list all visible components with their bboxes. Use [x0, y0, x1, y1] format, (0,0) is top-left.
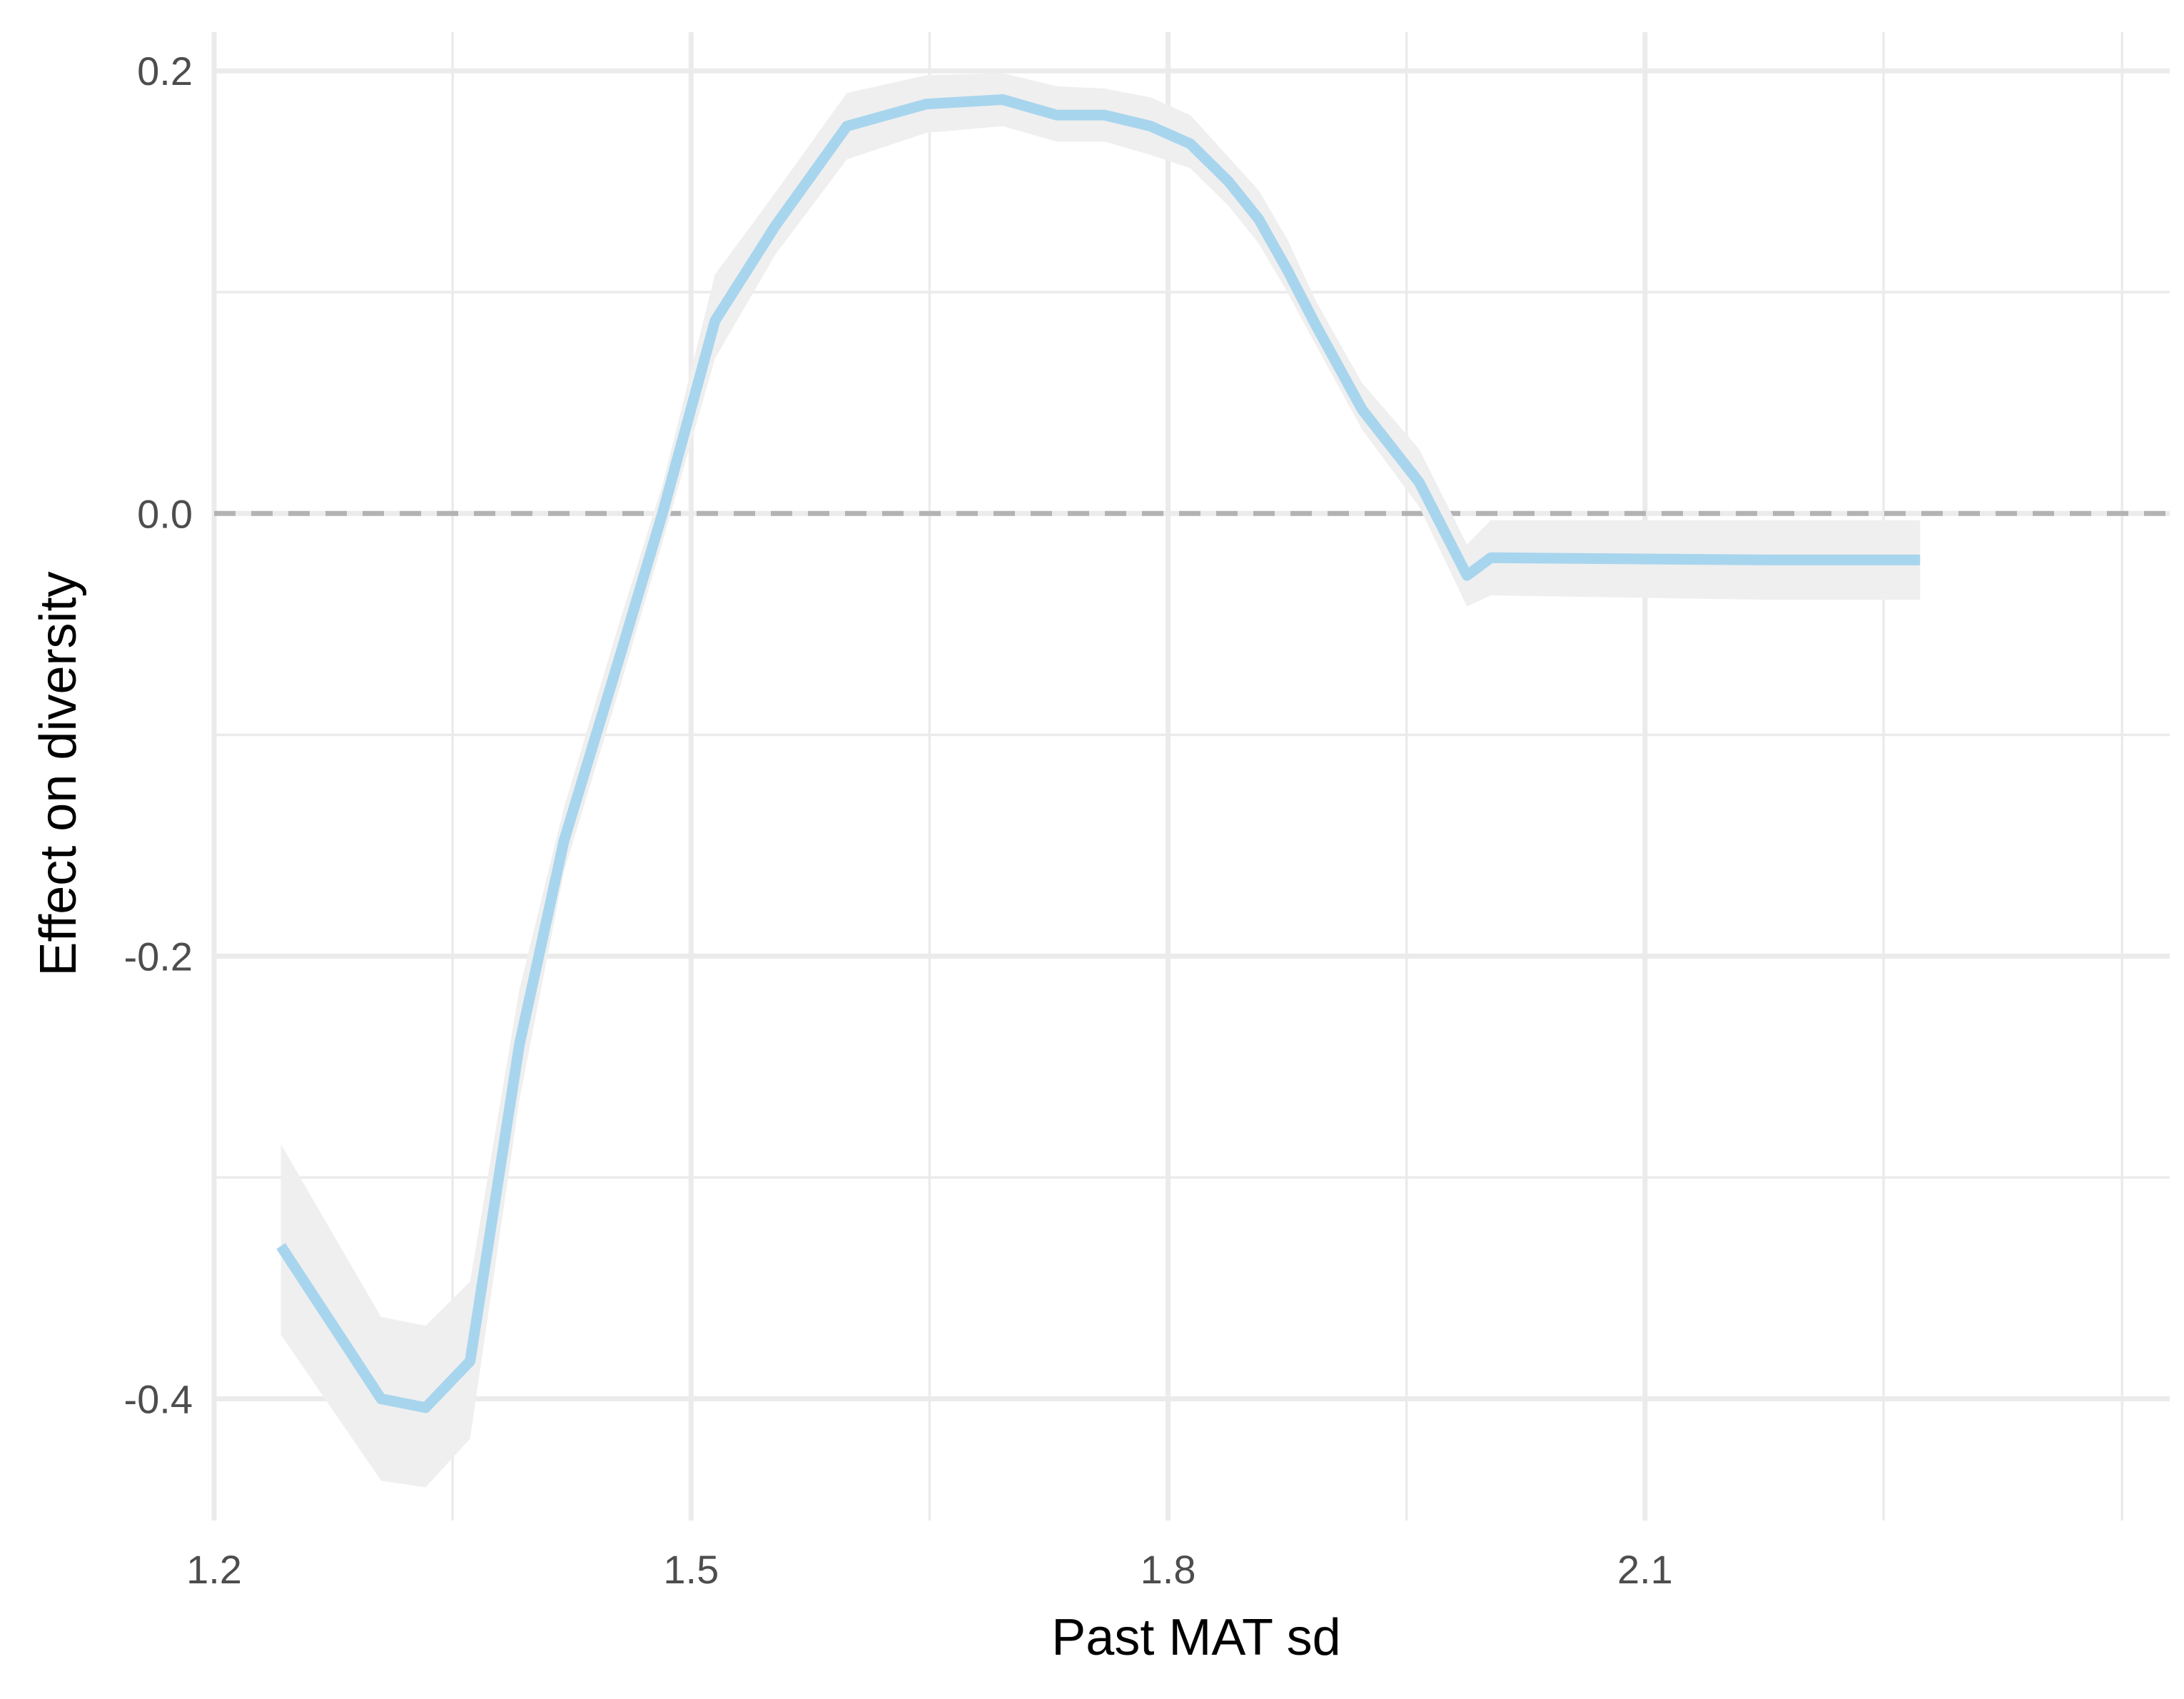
y-tick-label: 0.0 — [137, 491, 193, 536]
effect-line — [276, 94, 1921, 1413]
x-tick-label: 1.8 — [1141, 1547, 1196, 1592]
y-tick-label: -0.4 — [124, 1376, 193, 1421]
effect-line-path — [276, 94, 1921, 1413]
x-tick-label: 1.2 — [186, 1547, 242, 1592]
y-tick-labels: -0.4 -0.2 0.0 0.2 — [124, 49, 193, 1421]
y-tick-label: 0.2 — [137, 49, 193, 94]
confidence-band-area — [280, 73, 1921, 1488]
x-tick-labels: 1.2 1.5 1.8 2.1 — [186, 1547, 1673, 1592]
x-tick-label: 2.1 — [1617, 1547, 1673, 1592]
x-tick-label: 1.5 — [663, 1547, 719, 1592]
y-axis-title: Effect on diversity — [30, 572, 87, 977]
confidence-band — [280, 73, 1921, 1488]
x-axis-title: Past MAT sd — [1051, 1609, 1340, 1666]
grid — [211, 32, 2170, 1521]
y-tick-label: -0.2 — [124, 934, 193, 979]
